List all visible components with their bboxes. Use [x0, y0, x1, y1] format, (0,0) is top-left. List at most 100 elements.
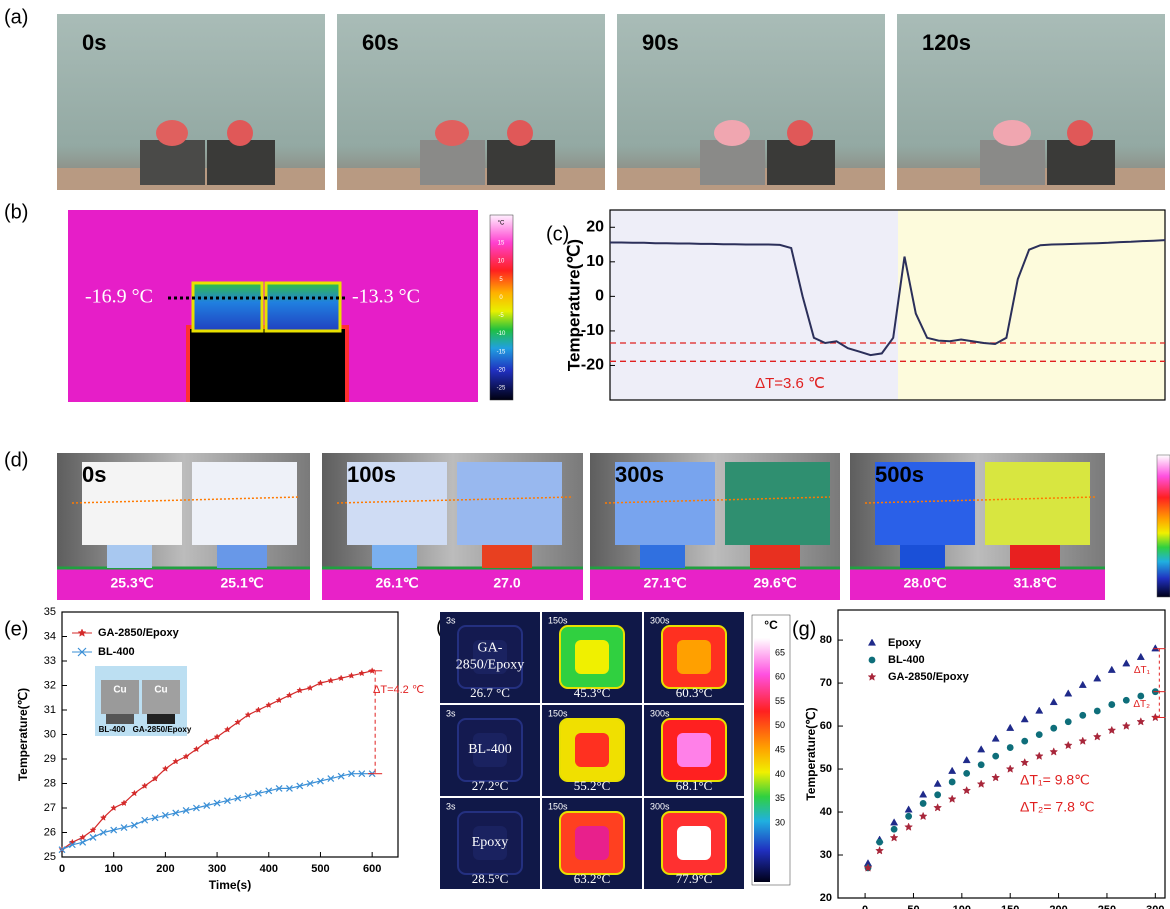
- time-label: 150s: [548, 801, 568, 811]
- y-tick-label: 26: [44, 826, 56, 838]
- droplet: [435, 120, 469, 146]
- marker: [1094, 708, 1101, 715]
- device-core: [677, 640, 711, 674]
- marker: [1065, 718, 1072, 725]
- time-label: 3s: [446, 801, 456, 811]
- time-label: 300s: [615, 462, 664, 487]
- marker: [963, 770, 970, 777]
- y-tick-label: 31: [44, 704, 56, 716]
- marker: [948, 795, 956, 802]
- marker: [992, 753, 999, 760]
- marker: [905, 806, 912, 812]
- y-tick-label: 32: [44, 679, 56, 691]
- y-tick-label: 20: [820, 892, 832, 904]
- thermal-base: [190, 329, 345, 402]
- marker: [1007, 724, 1014, 730]
- sample-label: Epoxy: [472, 835, 509, 850]
- marker: [1065, 690, 1072, 696]
- time-label: 90s: [642, 30, 679, 55]
- stem: [107, 545, 152, 568]
- panel-label: (d): [4, 449, 28, 471]
- time-label: 300s: [650, 708, 670, 718]
- marker: [307, 685, 313, 690]
- x-tick-label: 300: [1146, 904, 1164, 909]
- x-tick-label: 250: [1098, 904, 1116, 909]
- y-tick-label: 70: [820, 677, 832, 689]
- annotation: ΔT₁= 9.8℃: [1020, 772, 1090, 788]
- y-tick-label: 10: [586, 253, 604, 270]
- block: [700, 140, 765, 185]
- temp-label: 28.0℃: [904, 575, 947, 591]
- temp-label: 27.1℃: [644, 575, 687, 591]
- x-tick-label: 400: [260, 863, 278, 875]
- x-tick-label: 600: [363, 863, 381, 875]
- colorbar-tick-label: 10: [498, 259, 505, 265]
- stem: [482, 545, 532, 568]
- x-tick-label: 100: [953, 904, 971, 909]
- marker: [934, 780, 941, 786]
- stem: [900, 545, 945, 568]
- y-tick-label: 27: [44, 802, 56, 814]
- time-label: 300s: [650, 615, 670, 625]
- colorbar-tick-label: -10: [497, 331, 506, 337]
- data-line: [62, 774, 372, 850]
- stem: [750, 545, 800, 568]
- marker: [1123, 697, 1130, 704]
- device-core: [677, 826, 711, 860]
- colorbar-tick-label: -15: [497, 349, 506, 355]
- x-axis-label: Time(s): [209, 878, 251, 892]
- marker: [1007, 744, 1014, 751]
- marker: [287, 692, 293, 697]
- block: [985, 462, 1090, 545]
- y-tick-label: -20: [581, 357, 604, 374]
- y-tick-label: 0: [595, 288, 604, 305]
- block: [457, 462, 562, 545]
- time-label: 150s: [548, 708, 568, 718]
- temp-label: 25.3℃: [111, 575, 154, 591]
- temp-label: 77.9°C: [676, 871, 713, 886]
- marker: [949, 767, 956, 773]
- time-label: 3s: [446, 615, 456, 625]
- marker: [992, 774, 1000, 781]
- marker: [876, 839, 883, 846]
- droplet: [507, 120, 533, 146]
- panel-label: (e): [4, 618, 28, 640]
- thermal-block: [266, 283, 340, 331]
- marker: [1108, 726, 1116, 733]
- legend-marker: [868, 639, 875, 645]
- x-tick-label: 500: [311, 863, 329, 875]
- temp-label: 31.8℃: [1014, 575, 1057, 591]
- marker: [1137, 653, 1144, 659]
- marker: [256, 707, 262, 712]
- colorbar-tick-label: 65: [775, 647, 785, 657]
- marker: [1079, 737, 1087, 744]
- marker: [338, 675, 344, 680]
- x-tick-label: 0: [862, 904, 868, 909]
- marker: [949, 779, 956, 786]
- marker: [1036, 707, 1043, 713]
- marker: [978, 761, 985, 768]
- block: [192, 462, 297, 545]
- marker: [1123, 722, 1131, 729]
- legend-marker: [868, 673, 876, 680]
- stem: [640, 545, 685, 568]
- x-tick-label: 300: [208, 863, 226, 875]
- y-tick-label: 29: [44, 753, 56, 765]
- marker: [183, 754, 189, 759]
- marker: [349, 673, 355, 678]
- colorbar-unit: °C: [498, 221, 505, 227]
- temp-label: 27.0: [493, 575, 520, 591]
- time-label: 3s: [446, 708, 456, 718]
- marker: [905, 823, 913, 830]
- droplet: [714, 120, 750, 146]
- marker: [359, 670, 365, 675]
- sample-label: 2850/Epoxy: [456, 658, 524, 673]
- marker: [1108, 666, 1115, 672]
- y-tick-label: 30: [44, 728, 56, 740]
- inset-label: BL-400: [99, 725, 126, 734]
- marker: [1006, 765, 1014, 772]
- marker: [1137, 718, 1145, 725]
- marker: [1079, 681, 1086, 687]
- inset-label: Cu: [154, 685, 167, 696]
- block: [420, 140, 485, 185]
